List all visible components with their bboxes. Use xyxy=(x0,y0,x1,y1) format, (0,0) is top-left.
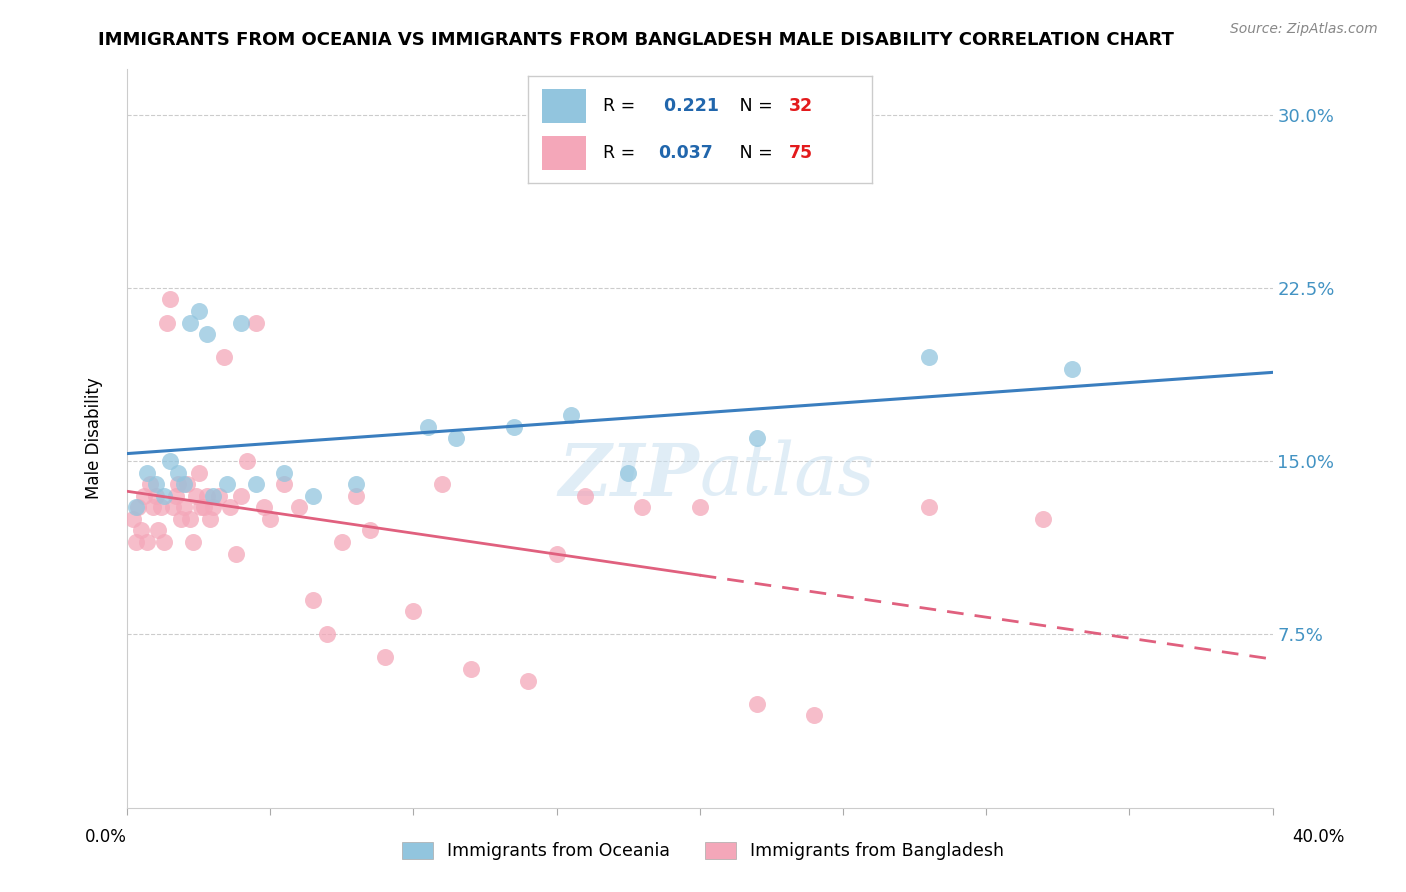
Point xyxy=(236,454,259,468)
Point xyxy=(170,512,193,526)
Point xyxy=(273,466,295,480)
Point xyxy=(302,489,325,503)
Point xyxy=(162,500,184,515)
Point xyxy=(121,512,143,526)
Point xyxy=(187,304,209,318)
Text: 0.0%: 0.0% xyxy=(84,828,127,846)
Point xyxy=(214,350,236,364)
Point xyxy=(190,500,212,515)
Point xyxy=(173,500,195,515)
Point xyxy=(148,524,170,538)
Point xyxy=(167,477,190,491)
Text: atlas: atlas xyxy=(700,440,875,510)
Point xyxy=(136,535,159,549)
Point xyxy=(124,535,146,549)
Point xyxy=(918,500,941,515)
Point xyxy=(344,489,367,503)
Point xyxy=(745,431,768,445)
Point xyxy=(153,535,176,549)
Point xyxy=(219,500,242,515)
Point xyxy=(374,650,396,665)
Point xyxy=(159,293,181,307)
Point xyxy=(316,627,339,641)
Point xyxy=(195,327,218,342)
Point xyxy=(142,500,165,515)
Point xyxy=(153,489,176,503)
Point xyxy=(201,489,224,503)
Text: ZIP: ZIP xyxy=(558,440,700,510)
Point xyxy=(546,547,568,561)
Point xyxy=(124,500,146,515)
Point xyxy=(689,500,711,515)
Point xyxy=(574,489,596,503)
Point xyxy=(245,477,267,491)
Point xyxy=(631,500,654,515)
Point xyxy=(145,489,167,503)
Point xyxy=(179,316,201,330)
Point xyxy=(446,431,468,445)
Point xyxy=(179,512,201,526)
Point xyxy=(132,489,155,503)
Point xyxy=(184,489,207,503)
Text: 40.0%: 40.0% xyxy=(1292,828,1346,846)
Point xyxy=(803,708,825,723)
Point xyxy=(273,477,295,491)
Point xyxy=(330,535,353,549)
Point xyxy=(145,477,167,491)
Point xyxy=(745,697,768,711)
Point xyxy=(207,489,229,503)
Point xyxy=(245,316,267,330)
Y-axis label: Male Disability: Male Disability xyxy=(86,377,103,499)
Point xyxy=(918,350,941,364)
Point xyxy=(253,500,276,515)
Point xyxy=(136,466,159,480)
Point xyxy=(344,477,367,491)
Text: IMMIGRANTS FROM OCEANIA VS IMMIGRANTS FROM BANGLADESH MALE DISABILITY CORRELATIO: IMMIGRANTS FROM OCEANIA VS IMMIGRANTS FR… xyxy=(98,31,1174,49)
Point xyxy=(187,466,209,480)
Point xyxy=(516,673,538,688)
Point xyxy=(1032,512,1054,526)
Point xyxy=(167,466,190,480)
Point xyxy=(225,547,247,561)
Point xyxy=(231,489,253,503)
Point xyxy=(402,604,425,618)
Point xyxy=(287,500,309,515)
Point xyxy=(201,500,224,515)
Legend: Immigrants from Oceania, Immigrants from Bangladesh: Immigrants from Oceania, Immigrants from… xyxy=(395,835,1011,867)
Point xyxy=(165,489,187,503)
Point xyxy=(156,316,179,330)
Point xyxy=(150,500,173,515)
Point xyxy=(231,316,253,330)
Point xyxy=(359,524,381,538)
Point xyxy=(217,477,239,491)
Point xyxy=(195,489,218,503)
Point xyxy=(193,500,215,515)
Point xyxy=(560,408,582,422)
Point xyxy=(173,477,195,491)
Point xyxy=(460,662,482,676)
Point xyxy=(502,419,524,434)
Point xyxy=(302,592,325,607)
Point xyxy=(139,477,162,491)
Point xyxy=(176,477,198,491)
Point xyxy=(617,466,640,480)
Point xyxy=(181,535,204,549)
Point xyxy=(127,500,149,515)
Point xyxy=(430,477,453,491)
Point xyxy=(159,454,181,468)
Point xyxy=(259,512,281,526)
Point xyxy=(1060,361,1083,376)
Point xyxy=(129,524,152,538)
Point xyxy=(416,419,439,434)
Point xyxy=(198,512,221,526)
Text: Source: ZipAtlas.com: Source: ZipAtlas.com xyxy=(1230,22,1378,37)
